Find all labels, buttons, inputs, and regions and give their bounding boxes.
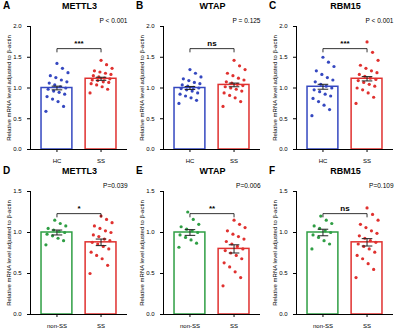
svg-text:***: *** [74,39,84,48]
svg-text:0.5: 0.5 [279,116,288,122]
svg-text:0.5: 0.5 [279,270,288,276]
svg-text:non-SS: non-SS [47,323,67,329]
svg-text:HC: HC [53,158,62,164]
svg-text:1.0: 1.0 [146,85,155,91]
svg-text:1.0: 1.0 [279,229,288,235]
svg-text:0.0: 0.0 [13,311,22,317]
svg-text:SS: SS [97,158,105,164]
html-text:C: C [269,0,277,11]
svg-text:P = 0.125: P = 0.125 [233,17,261,24]
svg-text:Relative mRNA level adjusted t: Relative mRNA level adjusted to β-actin [6,35,12,141]
svg-text:ns: ns [207,39,217,48]
svg-text:0.5: 0.5 [146,116,155,122]
svg-text:HC: HC [319,158,328,164]
svg-text:Relative mRNA level adjusted t: Relative mRNA level adjusted to β-actin [139,200,145,306]
svg-text:1.0: 1.0 [146,229,155,235]
html-text:D: D [3,165,11,176]
svg-text:0.0: 0.0 [279,146,288,152]
svg-text:P < 0.001: P < 0.001 [100,17,128,24]
svg-text:0.0: 0.0 [146,311,155,317]
html-text:A: A [3,0,11,11]
svg-text:SS: SS [363,158,371,164]
svg-text:0.0: 0.0 [13,146,22,152]
svg-text:0.0: 0.0 [279,311,288,317]
svg-text:0.5: 0.5 [146,270,155,276]
svg-text:0.0: 0.0 [146,146,155,152]
html-text:RBM15: RBM15 [330,166,361,176]
svg-text:1.5: 1.5 [279,188,288,194]
html-text:B: B [136,0,144,11]
svg-text:non-SS: non-SS [180,323,200,329]
svg-text:Relative mRNA level adjusted t: Relative mRNA level adjusted to β-actin [6,200,12,306]
svg-text:0.5: 0.5 [13,270,22,276]
svg-text:ns: ns [340,204,350,213]
svg-text:Relative mRNA level adjusted t: Relative mRNA level adjusted to β-actin [139,35,145,141]
svg-text:P=0.006: P=0.006 [236,182,261,189]
svg-text:1.5: 1.5 [13,54,22,60]
svg-text:2.0: 2.0 [279,23,288,29]
svg-text:P < 0.001: P < 0.001 [366,17,394,24]
svg-text:Relative mRNA level adjusted t: Relative mRNA level adjusted to β-actin [272,200,278,306]
html-text:WTAP: WTAP [199,166,226,176]
html-text:METTL3: METTL3 [62,1,97,11]
svg-text:P=0.109: P=0.109 [369,182,394,189]
svg-text:2.0: 2.0 [13,23,22,29]
svg-text:SS: SS [230,323,238,329]
html-text:E: E [136,165,143,176]
html-text:METTL3: METTL3 [62,166,97,176]
html-text:RBM15: RBM15 [330,1,361,11]
svg-text:SS: SS [230,158,238,164]
svg-text:1.0: 1.0 [279,85,288,91]
svg-text:Relative mRNA level adjusted t: Relative mRNA level adjusted to β-actin [272,35,278,141]
svg-text:*: * [77,204,81,213]
svg-text:P=0.039: P=0.039 [103,182,128,189]
svg-text:1.0: 1.0 [13,229,22,235]
svg-text:2.0: 2.0 [146,23,155,29]
svg-text:**: ** [209,204,216,213]
svg-text:1.5: 1.5 [13,188,22,194]
html-text:WTAP: WTAP [199,1,226,11]
svg-text:SS: SS [97,323,105,329]
svg-text:***: *** [340,39,350,48]
svg-text:1.5: 1.5 [146,54,155,60]
svg-text:1.0: 1.0 [13,85,22,91]
svg-text:0.5: 0.5 [13,116,22,122]
svg-text:non-SS: non-SS [313,323,333,329]
html-text:F: F [269,165,276,176]
svg-text:SS: SS [363,323,371,329]
svg-text:1.5: 1.5 [279,54,288,60]
svg-text:1.5: 1.5 [146,188,155,194]
svg-text:HC: HC [186,158,195,164]
